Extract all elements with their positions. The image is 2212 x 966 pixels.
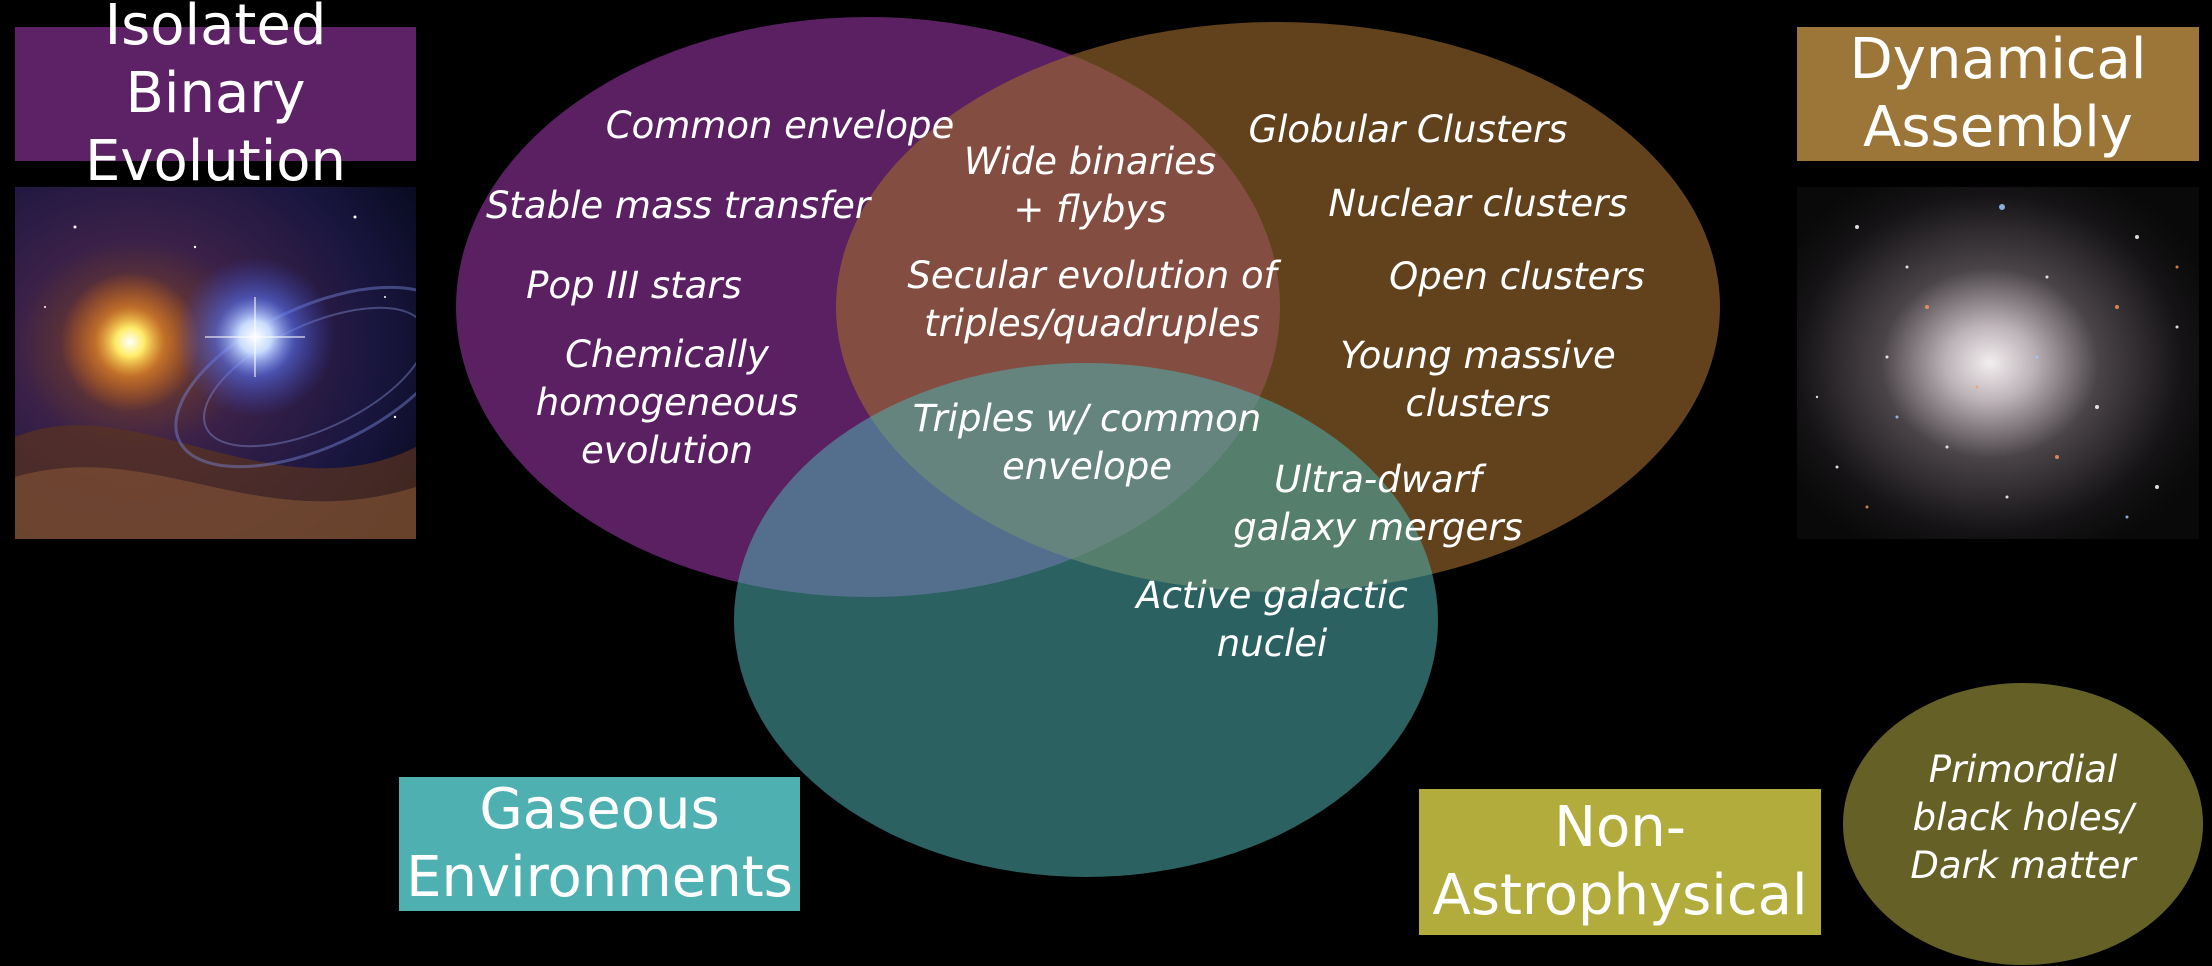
label-wide-binaries: Wide binaries + flybys [890, 138, 1290, 234]
dynamical-assembly-box: Dynamical Assembly [1797, 27, 2199, 161]
primordial-line1: Primordial [1928, 748, 2118, 791]
label-primordial-black-holes: Primordial black holes/ Dark matter [1823, 746, 2212, 890]
label-young-massive-clusters: Young massive clusters [1278, 332, 1678, 428]
triples-line1: Triples w/ common [912, 397, 1262, 440]
label-open-clusters: Open clusters [1389, 255, 1645, 298]
globular-cluster-image [1797, 187, 2199, 539]
label-triples-common-envelope: Triples w/ common envelope [887, 395, 1287, 491]
gaseous-environments-box: Gaseous Environments [399, 777, 800, 911]
label-ultra-dwarf-galaxy-mergers: Ultra-dwarf galaxy mergers [1178, 456, 1578, 552]
label-common-envelope: Common envelope [605, 104, 955, 147]
label-chemically-homogeneous: Chemically homogeneous evolution [467, 331, 867, 475]
agn-line2: nuclei [1216, 622, 1328, 665]
non-astro-title-line1: Non- [1554, 795, 1686, 860]
isolated-title-line2: Evolution [84, 129, 347, 194]
secular-line2: triples/quadruples [924, 302, 1260, 345]
primordial-line3: Dark matter [1910, 844, 2136, 887]
primordial-line2: black holes/ [1912, 796, 2134, 839]
ellipse-primordial [1843, 683, 2203, 965]
wide-line1: Wide binaries [963, 140, 1217, 183]
wide-line2: + flybys [1013, 188, 1167, 231]
ultra-line1: Ultra-dwarf [1274, 458, 1482, 501]
young-line1: Young massive [1340, 334, 1616, 377]
chem-line3: evolution [581, 429, 753, 472]
young-line2: clusters [1405, 382, 1551, 425]
label-pop-iii-stars: Pop III stars [526, 264, 742, 307]
agn-line1: Active galactic [1136, 574, 1408, 617]
isolated-binary-evolution-box: Isolated Binary Evolution [15, 0, 416, 194]
label-stable-mass-transfer: Stable mass transfer [485, 184, 871, 227]
secular-line1: Secular evolution of [907, 254, 1277, 297]
gaseous-title-line2: Environments [406, 845, 793, 910]
ultra-line2: galaxy mergers [1233, 506, 1523, 549]
ellipse-gaseous-environments [734, 363, 1438, 877]
chem-line2: homogeneous [535, 381, 799, 424]
triples-line2: envelope [1001, 445, 1173, 488]
gaseous-title-line1: Gaseous [479, 777, 720, 842]
binary-star-image [15, 187, 416, 539]
non-astrophysical-box: Non- Astrophysical [1419, 789, 1821, 935]
non-astro-title-line2: Astrophysical [1432, 863, 1808, 928]
chem-line1: Chemically [565, 333, 769, 376]
dynamical-title-line1: Dynamical [1849, 27, 2147, 92]
dynamical-title-line2: Assembly [1863, 95, 2133, 160]
label-secular-evolution: Secular evolution of triples/quadruples [892, 252, 1292, 348]
label-globular-clusters: Globular Clusters [1248, 108, 1568, 151]
isolated-title-line1: Isolated Binary [104, 0, 327, 126]
label-nuclear-clusters: Nuclear clusters [1328, 182, 1628, 225]
label-active-galactic-nuclei: Active galactic nuclei [1072, 572, 1472, 668]
